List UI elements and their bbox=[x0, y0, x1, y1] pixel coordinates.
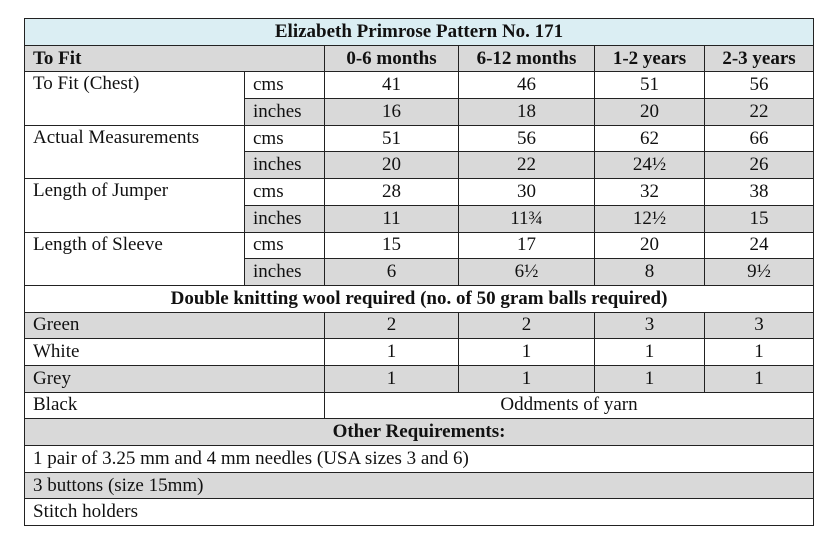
cell: 51 bbox=[594, 71, 705, 100]
cell: Length of Jumper bbox=[24, 178, 245, 233]
cell: 66 bbox=[703, 124, 815, 153]
cell: Double knitting wool required (no. of 50… bbox=[23, 284, 815, 313]
cell: 1 bbox=[594, 364, 705, 393]
cell: 12½ bbox=[594, 204, 705, 233]
wool-title-row: Double knitting wool required (no. of 50… bbox=[23, 284, 815, 313]
cell: 16 bbox=[324, 98, 459, 126]
cell: 1 bbox=[703, 338, 815, 366]
cell: 15 bbox=[324, 231, 459, 260]
cell: 24½ bbox=[594, 151, 705, 180]
cell: To Fit bbox=[24, 44, 325, 73]
cell: inches bbox=[244, 204, 325, 233]
cell: 0-6 months bbox=[324, 44, 459, 73]
cell: 24 bbox=[703, 231, 815, 260]
cell: 6-12 months bbox=[458, 44, 595, 73]
cell: 6½ bbox=[458, 258, 595, 286]
cell: 30 bbox=[458, 178, 595, 206]
cell: 56 bbox=[703, 71, 815, 100]
cell: cms bbox=[244, 178, 325, 206]
requirement-row: Stitch holders bbox=[23, 498, 815, 527]
cell: 2 bbox=[458, 311, 595, 340]
measurement-row: Actual Measurements cms 51 56 62 66 bbox=[24, 124, 815, 180]
wool-row: Green 2 2 3 3 bbox=[24, 311, 815, 340]
wool-row: White 1 1 1 1 bbox=[24, 338, 815, 366]
cell: 46 bbox=[458, 71, 595, 100]
cell: cms bbox=[244, 71, 325, 100]
pattern-table: Elizabeth Primrose Pattern No. 171 To Fit… bbox=[23, 18, 815, 527]
measurement-row: inches 11 11¾ 12½ 15 bbox=[25, 204, 815, 233]
measurement-row: Length of Sleeve cms 15 17 20 24 bbox=[24, 231, 815, 286]
cell: Grey bbox=[24, 364, 325, 393]
cell: 56 bbox=[458, 124, 595, 153]
wool-row: Grey 1 1 1 1 bbox=[24, 364, 815, 393]
title-row: Elizabeth Primrose Pattern No. 171 bbox=[23, 18, 815, 46]
cell: 1-2 years bbox=[594, 44, 705, 73]
cell: 20 bbox=[324, 151, 459, 180]
wool-row: Black Oddments of yarn bbox=[24, 391, 815, 420]
cell: 3 buttons (size 15mm) bbox=[23, 471, 815, 500]
requirement-row: 1 pair of 3.25 mm and 4 mm needles (USA … bbox=[23, 445, 815, 473]
cell: inches bbox=[244, 98, 325, 126]
cell: 11 bbox=[324, 204, 459, 233]
cell: 1 bbox=[324, 338, 459, 366]
cell: 1 pair of 3.25 mm and 4 mm needles (USA … bbox=[23, 445, 815, 473]
cell: 9½ bbox=[703, 258, 815, 286]
cell: 28 bbox=[324, 178, 459, 206]
cell: 1 bbox=[703, 364, 815, 393]
cell: 3 bbox=[703, 311, 815, 340]
cell: 51 bbox=[324, 124, 459, 153]
cell: Elizabeth Primrose Pattern No. 171 bbox=[23, 18, 815, 46]
cell: To Fit (Chest) bbox=[24, 71, 245, 126]
cell: 41 bbox=[324, 71, 459, 100]
measurement-row: inches 20 22 24½ 26 bbox=[25, 151, 815, 180]
cell: 1 bbox=[324, 364, 459, 393]
cell: Actual Measurements bbox=[24, 124, 245, 180]
cell: 1 bbox=[458, 338, 595, 366]
cell: cms bbox=[244, 231, 325, 260]
cell: 20 bbox=[594, 98, 705, 126]
cell: 32 bbox=[594, 178, 705, 206]
cell: Black bbox=[24, 391, 325, 420]
requirement-row: 3 buttons (size 15mm) bbox=[23, 471, 815, 500]
cell: 22 bbox=[703, 98, 815, 126]
cell: 18 bbox=[458, 98, 595, 126]
cell: 6 bbox=[324, 258, 459, 286]
cell: 2 bbox=[324, 311, 459, 340]
cell: Stitch holders bbox=[23, 498, 815, 527]
cell: inches bbox=[244, 151, 325, 180]
cell: 1 bbox=[594, 338, 705, 366]
cell: inches bbox=[244, 258, 325, 286]
cell: 17 bbox=[458, 231, 595, 260]
header-row: To Fit 0-6 months 6-12 months 1-2 years 2-3 … bbox=[24, 44, 815, 73]
measurement-row: Length of Jumper cms 28 30 32 38 bbox=[24, 178, 815, 233]
cell: 2-3 years bbox=[703, 44, 815, 73]
cell: 20 bbox=[594, 231, 705, 260]
cell: 11¾ bbox=[458, 204, 595, 233]
cell: 3 bbox=[594, 311, 705, 340]
cell: 22 bbox=[458, 151, 595, 180]
cell: cms bbox=[244, 124, 325, 153]
cell: Green bbox=[24, 311, 325, 340]
cell: 1 bbox=[458, 364, 595, 393]
cell: White bbox=[24, 338, 325, 366]
cell: 62 bbox=[594, 124, 705, 153]
cell: 15 bbox=[703, 204, 815, 233]
cell: Oddments of yarn bbox=[323, 391, 815, 420]
cell: Other Requirements: bbox=[23, 418, 815, 446]
cell: 26 bbox=[703, 151, 815, 180]
cell: 38 bbox=[703, 178, 815, 206]
requirements-title-row: Other Requirements: bbox=[23, 418, 815, 446]
measurement-row: inches 16 18 20 22 bbox=[25, 98, 815, 126]
measurement-row: inches 6 6½ 8 9½ bbox=[25, 258, 815, 286]
cell: 8 bbox=[594, 258, 705, 286]
cell: Length of Sleeve bbox=[24, 231, 245, 286]
measurement-row: To Fit (Chest) cms 41 46 51 56 bbox=[24, 71, 815, 126]
